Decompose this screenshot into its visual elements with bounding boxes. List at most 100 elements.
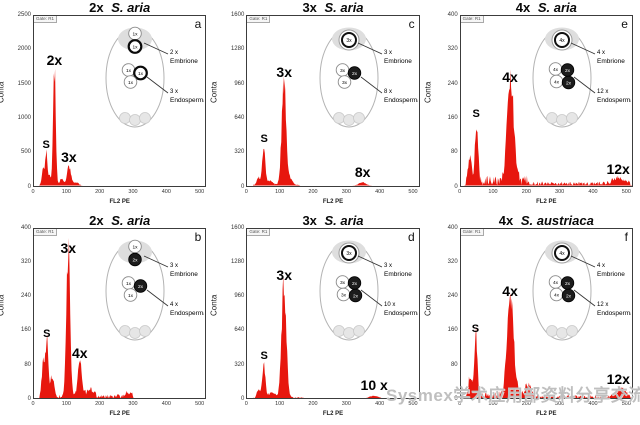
basal-cell: [332, 112, 345, 124]
x-tick-label: 400: [375, 188, 385, 195]
y-tick-label: 960: [234, 293, 245, 300]
endosperm-callout-line: [147, 289, 169, 306]
gate-label: Gate: R1: [247, 16, 271, 23]
panel-title-ploidy: 4x: [515, 0, 534, 15]
histogram-polygon: [247, 274, 419, 398]
svg-text:2x: 2x: [138, 283, 144, 289]
endosperm-word-label: Endosperma: [384, 310, 418, 317]
x-tick-label: 400: [161, 401, 171, 407]
x-tick-label: 300: [341, 401, 351, 407]
x-tick-label: 0: [458, 401, 462, 407]
panel-letter-b: b: [194, 229, 202, 244]
x-tick-label: 500: [621, 401, 631, 407]
basal-cell: [139, 112, 152, 124]
peak-label-S: S: [42, 139, 50, 152]
embryo-word-label: Embrione: [170, 58, 198, 65]
panel-letter-a: a: [194, 17, 202, 31]
panel-letter-f: f: [624, 229, 628, 244]
peak-label-4x: 4x: [72, 344, 88, 361]
y-tick-label: 0: [454, 396, 458, 402]
endosperm-cluster: 4x 2x 4x 2x: [548, 274, 576, 302]
x-tick-label: 400: [588, 401, 598, 407]
svg-text:1x: 1x: [126, 280, 132, 286]
panel-title: 2x S. aria: [30, 0, 209, 15]
y-tick-label: 1500: [17, 80, 31, 87]
basal-cell: [546, 112, 558, 124]
y-axis-ticks: 0 80 160 240 320 400: [4, 225, 32, 403]
panel-letter-d: d: [407, 229, 415, 244]
plot-area: Gate: R1 d 3x 3x 2x 3x 2x 3 x Embrione 10 x Endo…: [246, 227, 420, 399]
embryo-callout-line: [570, 255, 596, 267]
x-tick-label: 0: [31, 401, 35, 407]
embryo-cluster: 4x: [551, 242, 573, 263]
y-tick-label: 320: [234, 361, 245, 368]
x-tick-label: 200: [521, 401, 531, 407]
y-tick-label: 0: [454, 183, 458, 190]
fcm-panel: 2x S. aria Conta 0 500 1000 1500 2000 2500 Ga…: [0, 0, 213, 213]
basal-cell: [342, 326, 355, 339]
histogram-trace: [247, 274, 419, 398]
svg-text:3x: 3x: [342, 80, 348, 86]
x-tick-label: 0: [244, 401, 248, 407]
peak-label-3x: 3x: [276, 267, 293, 284]
panel-title-ploidy: 2x: [89, 212, 108, 228]
fcm-panel: 4x S. aria Conta 0 80 160 240 320 400 Gate: R…: [423, 0, 640, 213]
endosperm-word-label: Endosperma: [384, 97, 418, 104]
basal-cell: [546, 324, 558, 337]
embryo-word-label: Embrione: [384, 271, 412, 278]
x-tick-label: 400: [161, 188, 171, 195]
y-tick-label: 400: [447, 12, 458, 18]
x-tick-label: 300: [128, 401, 138, 407]
embryo-ploidy-label: 3 x: [170, 263, 178, 269]
y-axis-ticks: 0 320 640 960 1280 1600: [217, 225, 245, 403]
y-tick-label: 240: [20, 293, 31, 300]
x-tick-label: 400: [588, 188, 598, 195]
panel-title-species: S. aria: [537, 0, 577, 15]
x-tick-label: 200: [95, 401, 105, 407]
peak-label-8x: 8x: [354, 163, 371, 180]
svg-text:1x: 1x: [133, 31, 139, 37]
svg-text:1x: 1x: [133, 244, 139, 250]
svg-text:4x: 4x: [554, 79, 560, 85]
gate-label: Gate: R1: [34, 16, 58, 23]
endosperm-ploidy-label: 12 x: [597, 302, 608, 308]
panel-title-ploidy: 3x: [302, 0, 321, 15]
histogram-trace: [460, 69, 632, 186]
histogram-trace: [34, 237, 206, 398]
y-tick-label: 2000: [17, 46, 31, 53]
y-tick-label: 160: [20, 327, 31, 334]
x-tick-label: 100: [61, 401, 71, 407]
embryo-ploidy-label: 4 x: [597, 263, 605, 269]
peak-label-S: S: [260, 132, 268, 145]
svg-text:1x: 1x: [138, 71, 144, 77]
x-axis-ticks: 0 100 200 300 400 500: [31, 400, 206, 408]
embryo-cluster: 1x 1x: [127, 26, 143, 54]
endosperm-ploidy-label: 4 x: [170, 302, 178, 308]
basal-cell: [119, 112, 132, 124]
x-axis-label: FL2 PE: [322, 411, 344, 417]
svg-text:1x: 1x: [128, 80, 134, 86]
basal-cell: [119, 324, 132, 337]
basal-cell: [352, 112, 365, 124]
embryo-ploidy-label: 2 x: [170, 50, 178, 56]
gate-label: Gate: R1: [34, 228, 58, 236]
peak-label-S: S: [472, 108, 480, 121]
histogram-trace: [247, 75, 419, 186]
svg-text:2x: 2x: [565, 68, 571, 74]
gate-label: Gate: R1: [460, 16, 484, 23]
x-tick-label: 0: [244, 188, 248, 195]
x-tick-label: 500: [195, 401, 205, 407]
y-tick-label: 80: [450, 149, 458, 156]
y-tick-label: 640: [234, 114, 245, 121]
svg-text:1x: 1x: [133, 44, 139, 50]
endosperm-ploidy-label: 8 x: [384, 89, 392, 95]
x-axis-ticks: 0 100 200 300 400 500: [458, 188, 633, 196]
panel-title: 4x S. austriaca: [457, 213, 636, 228]
endosperm-callout-line: [360, 76, 382, 94]
embryo-word-label: Embrione: [597, 271, 625, 278]
svg-text:2x: 2x: [566, 80, 572, 86]
svg-text:3x: 3x: [340, 68, 346, 74]
y-tick-label: 0: [27, 183, 31, 190]
y-tick-label: 400: [447, 224, 458, 231]
y-tick-label: 1280: [230, 46, 245, 53]
